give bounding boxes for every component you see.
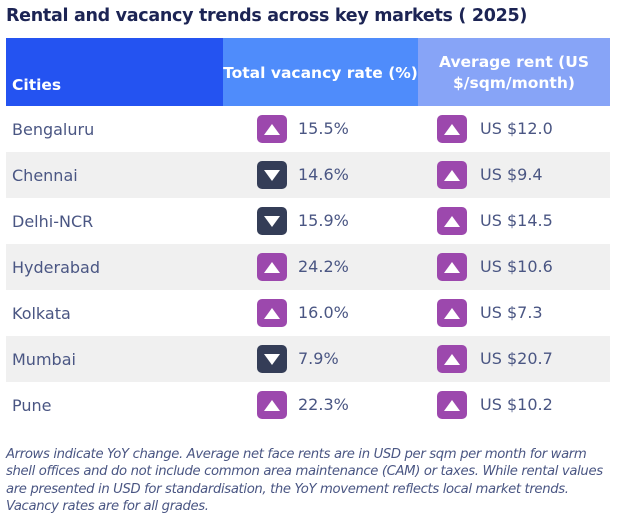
average-rent-value: US $9.4 — [480, 165, 543, 184]
trend-up-badge — [437, 253, 467, 281]
average-rent-value: US $20.7 — [480, 349, 553, 368]
trend-up-badge — [257, 115, 287, 143]
vacancy-rate-cell: 22.3% — [223, 382, 418, 428]
arrow-up-icon — [444, 399, 460, 411]
average-rent-cell: US $10.6 — [418, 244, 610, 290]
average-rent-cell: US $10.2 — [418, 382, 610, 428]
arrow-up-icon — [444, 215, 460, 227]
arrow-up-icon — [264, 399, 280, 411]
table-row: Pune 22.3% US $10.2 — [6, 382, 610, 428]
vacancy-rate-value: 16.0% — [298, 303, 349, 322]
table-row: Chennai 14.6% US $9.4 — [6, 152, 610, 198]
footnote: Arrows indicate YoY change. Average net … — [6, 447, 603, 515]
table-body: Bengaluru 15.5% US $12.0 Chennai 14.6% US $9.… — [6, 106, 610, 428]
average-rent-value: US $10.6 — [480, 257, 553, 276]
trend-up-badge — [437, 299, 467, 327]
trend-down-badge — [257, 161, 287, 189]
rental-vacancy-table: Cities Total vacancy rate (%) Average re… — [6, 38, 610, 428]
arrow-down-icon — [264, 353, 280, 365]
city-name: Kolkata — [12, 303, 71, 323]
arrow-up-icon — [264, 261, 280, 273]
average-rent-cell: US $12.0 — [418, 106, 610, 152]
average-rent-cell: US $9.4 — [418, 152, 610, 198]
vacancy-rate-cell: 14.6% — [223, 152, 418, 198]
city-name: Delhi-NCR — [12, 211, 94, 231]
vacancy-rate-value: 24.2% — [298, 257, 349, 276]
arrow-up-icon — [444, 123, 460, 135]
trend-up-badge — [437, 207, 467, 235]
city-name: Hyderabad — [12, 257, 100, 277]
vacancy-rate-value: 14.6% — [298, 165, 349, 184]
vacancy-rate-cell: 15.9% — [223, 198, 418, 244]
average-rent-cell: US $14.5 — [418, 198, 610, 244]
table-row: Bengaluru 15.5% US $12.0 — [6, 106, 610, 152]
arrow-up-icon — [444, 169, 460, 181]
vacancy-rate-value: 15.5% — [298, 119, 349, 138]
table-row: Hyderabad 24.2% US $10.6 — [6, 244, 610, 290]
trend-up-badge — [257, 253, 287, 281]
trend-up-badge — [437, 391, 467, 419]
table-header: Cities Total vacancy rate (%) Average re… — [6, 38, 610, 106]
average-rent-value: US $7.3 — [480, 303, 543, 322]
arrow-down-icon — [264, 169, 280, 181]
arrow-down-icon — [264, 215, 280, 227]
vacancy-rate-cell: 24.2% — [223, 244, 418, 290]
arrow-up-icon — [264, 307, 280, 319]
city-name: Pune — [12, 395, 52, 415]
city-name: Bengaluru — [12, 119, 95, 139]
table-row: Mumbai 7.9% US $20.7 — [6, 336, 610, 382]
trend-up-badge — [437, 345, 467, 373]
table-row: Delhi-NCR 15.9% US $14.5 — [6, 198, 610, 244]
vacancy-rate-value: 15.9% — [298, 211, 349, 230]
arrow-up-icon — [444, 307, 460, 319]
arrow-up-icon — [264, 123, 280, 135]
vacancy-rate-value: 22.3% — [298, 395, 349, 414]
vacancy-rate-value: 7.9% — [298, 349, 339, 368]
vacancy-rate-cell: 7.9% — [223, 336, 418, 382]
average-rent-value: US $10.2 — [480, 395, 553, 414]
trend-down-badge — [257, 207, 287, 235]
city-name: Mumbai — [12, 349, 76, 369]
trend-up-badge — [437, 115, 467, 143]
average-rent-value: US $14.5 — [480, 211, 553, 230]
arrow-up-icon — [444, 261, 460, 273]
arrow-up-icon — [444, 353, 460, 365]
table-row: Kolkata 16.0% US $7.3 — [6, 290, 610, 336]
vacancy-rate-cell: 15.5% — [223, 106, 418, 152]
header-average-rent: Average rent (US $/sqm/month) — [418, 38, 610, 106]
trend-up-badge — [257, 299, 287, 327]
trend-up-badge — [437, 161, 467, 189]
average-rent-cell: US $7.3 — [418, 290, 610, 336]
header-vacancy-rate: Total vacancy rate (%) — [223, 38, 418, 106]
trend-down-badge — [257, 345, 287, 373]
table-title: Rental and vacancy trends across key mar… — [6, 6, 528, 26]
header-cities: Cities — [6, 38, 223, 106]
average-rent-cell: US $20.7 — [418, 336, 610, 382]
vacancy-rate-cell: 16.0% — [223, 290, 418, 336]
trend-up-badge — [257, 391, 287, 419]
average-rent-value: US $12.0 — [480, 119, 553, 138]
city-name: Chennai — [12, 165, 78, 185]
